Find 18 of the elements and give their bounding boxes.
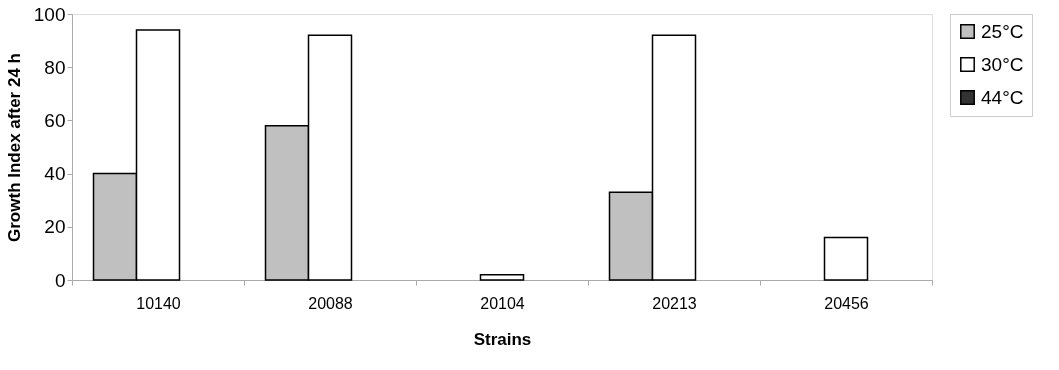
legend-label: 25°C [981, 20, 1024, 42]
y-tick-label: 80 [44, 56, 66, 78]
legend-label: 44°C [981, 86, 1024, 108]
x-tick-label: 20456 [824, 294, 869, 312]
bar [823, 236, 869, 281]
x-axis-title: Strains [473, 329, 532, 349]
x-tick-label: 20088 [308, 294, 353, 312]
x-tick-label: 20104 [480, 294, 525, 312]
y-tick-label: 0 [54, 269, 66, 291]
bar [479, 273, 525, 281]
y-tick-label: 60 [44, 109, 66, 131]
legend-label: 30°C [981, 53, 1024, 75]
y-axis-title: Growth Index after 24 h [4, 53, 24, 242]
y-tick-label: 20 [44, 216, 66, 238]
y-tick-label: 40 [44, 163, 66, 185]
x-tick-label: 20213 [652, 294, 697, 312]
x-tick-label: 10140 [136, 294, 181, 312]
y-tick-label: 100 [33, 3, 66, 25]
